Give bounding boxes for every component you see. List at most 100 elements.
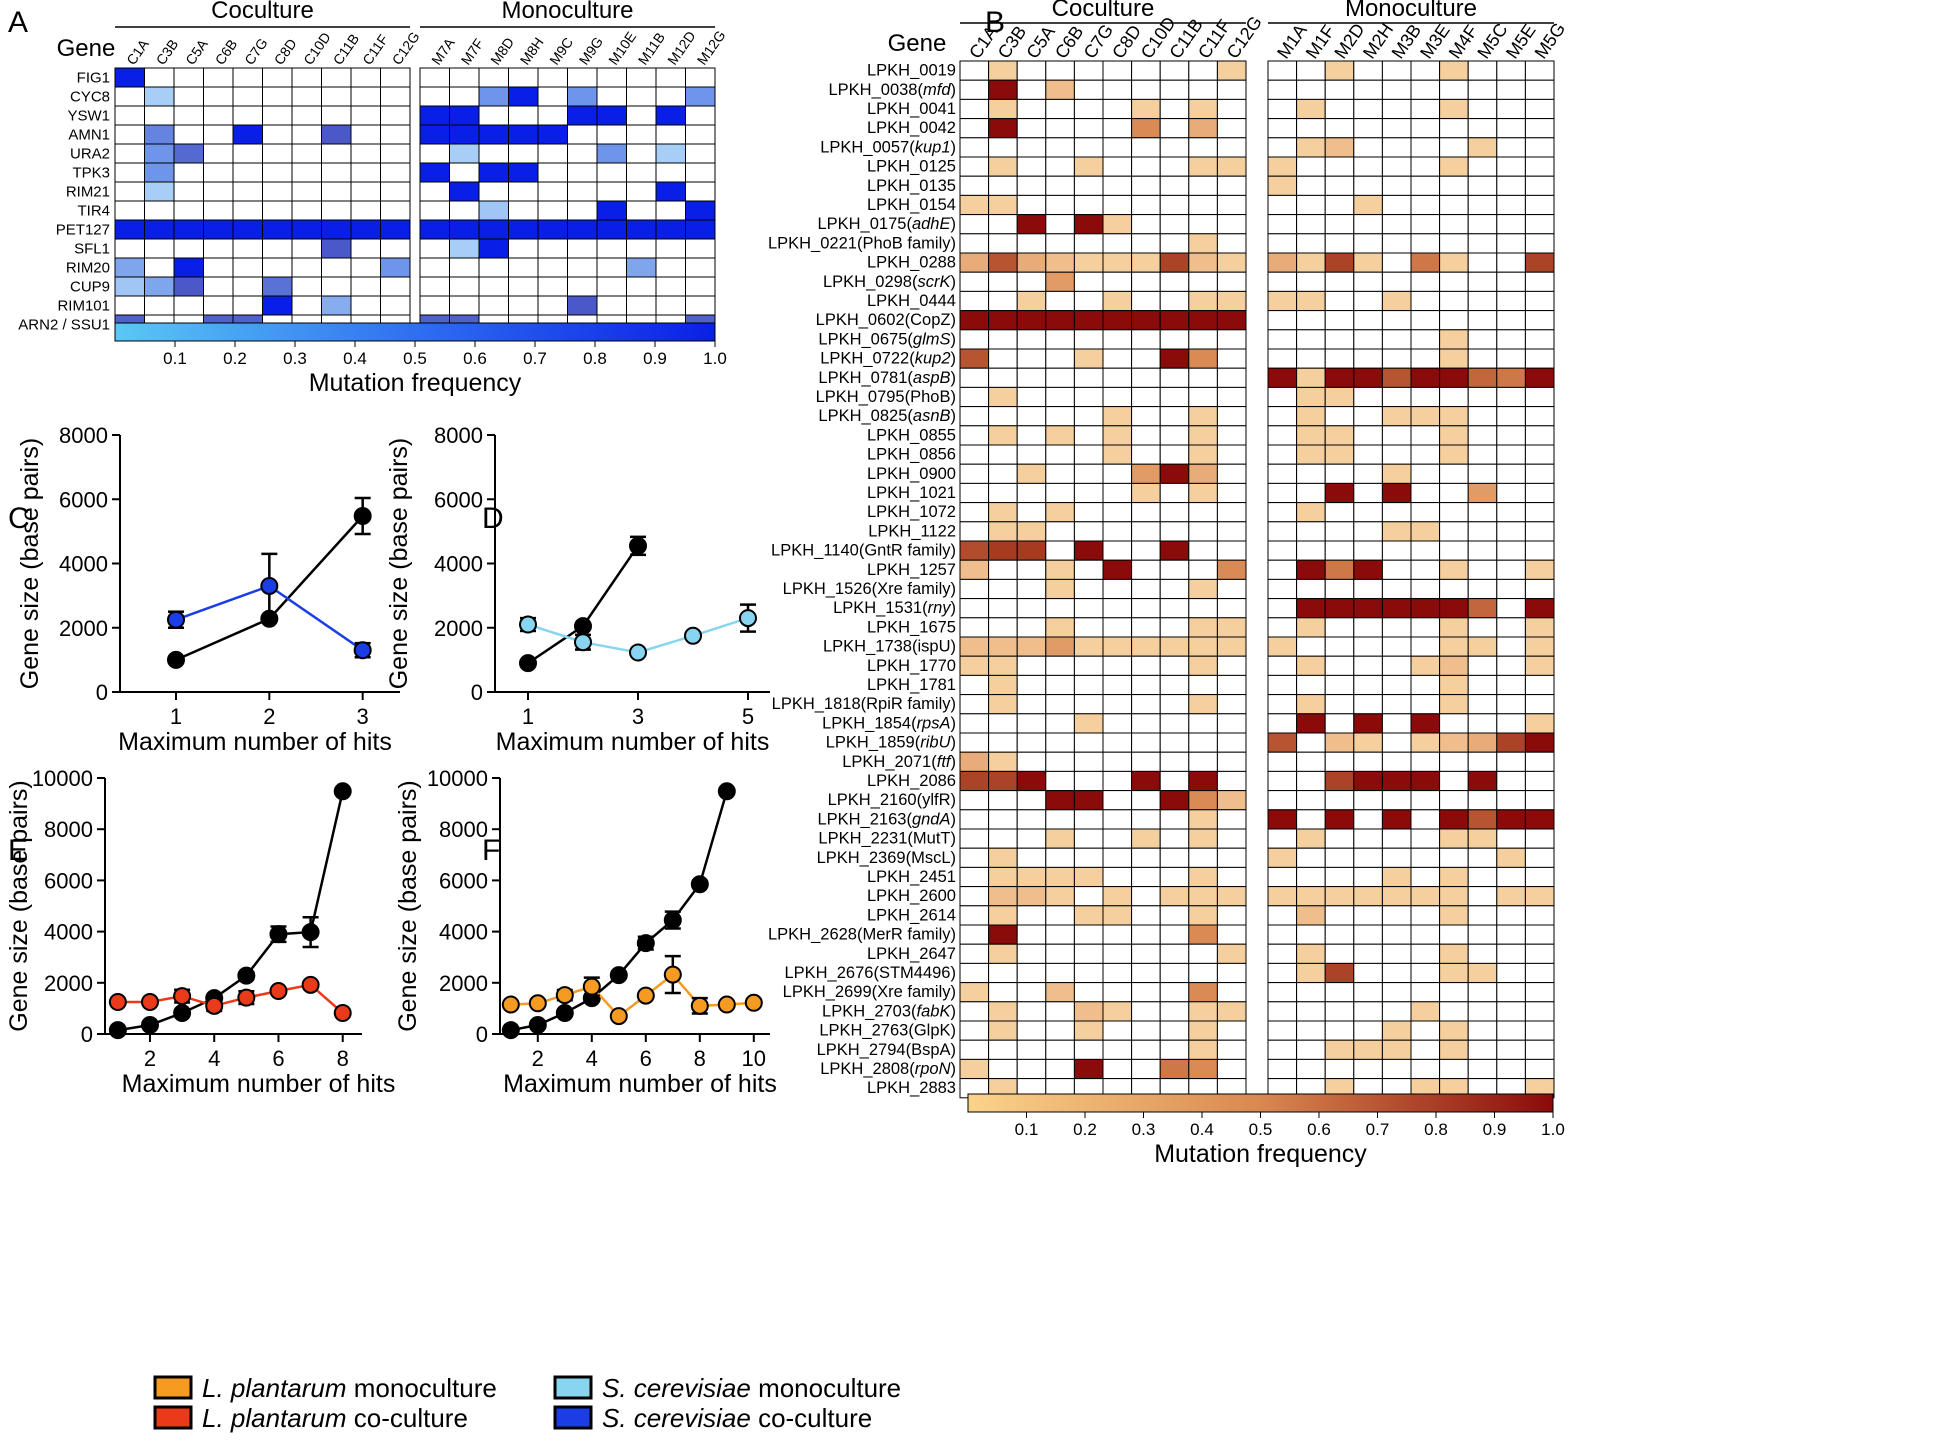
heatmap-cell bbox=[1410, 252, 1441, 273]
heatmap-cell bbox=[1102, 905, 1133, 926]
heatmap-cell bbox=[1324, 924, 1355, 945]
x-tick-label: 2 bbox=[532, 1046, 544, 1071]
heatmap-cell bbox=[173, 181, 204, 202]
heatmap-cell bbox=[1296, 559, 1326, 580]
legend-swatch-lp-mono bbox=[153, 1375, 193, 1400]
heatmap-cell bbox=[1324, 636, 1355, 657]
heatmap-cell bbox=[1159, 828, 1190, 849]
heatmap-cell bbox=[1045, 156, 1075, 177]
heatmap-cell bbox=[232, 200, 263, 221]
data-point bbox=[260, 576, 279, 595]
heatmap-cell bbox=[1216, 578, 1247, 600]
heatmap-cell bbox=[449, 105, 480, 126]
heatmap-cell bbox=[1296, 713, 1326, 734]
heatmap-cell bbox=[262, 67, 293, 88]
heatmap-cell bbox=[1188, 290, 1218, 312]
heatmap-cell bbox=[1045, 962, 1075, 984]
heatmap-cell bbox=[1439, 175, 1469, 196]
heatmap-cell bbox=[1324, 790, 1355, 811]
heatmap-cell bbox=[1467, 214, 1498, 235]
heatmap-cell bbox=[1016, 674, 1047, 696]
heatmap-cell bbox=[1216, 770, 1247, 792]
heatmap-cell bbox=[959, 732, 990, 753]
heatmap-cell bbox=[1188, 406, 1218, 427]
heatmap-cell bbox=[1381, 194, 1412, 216]
heatmap-cell bbox=[1216, 60, 1247, 81]
heatmap-cell bbox=[1524, 98, 1555, 120]
heatmap-cell bbox=[1439, 617, 1469, 638]
heatmap-cell bbox=[959, 809, 990, 830]
heatmap-cell bbox=[1296, 98, 1326, 120]
heatmap-cell bbox=[1410, 866, 1441, 888]
heatmap-cell bbox=[449, 181, 480, 202]
heatmap-cell bbox=[1353, 271, 1383, 292]
heatmap-cell bbox=[988, 502, 1018, 523]
heatmap-cell bbox=[173, 200, 204, 221]
heatmap-cell bbox=[1045, 886, 1075, 907]
heatmap-cell bbox=[1131, 521, 1161, 542]
row-label: LPKH_0444 bbox=[867, 292, 956, 310]
heatmap-cell bbox=[291, 238, 322, 259]
heatmap-cell bbox=[1381, 425, 1412, 446]
heatmap-cell bbox=[1496, 578, 1526, 600]
heatmap-cell bbox=[1410, 463, 1441, 484]
heatmap-cell bbox=[1159, 1039, 1190, 1060]
heatmap-cell bbox=[655, 143, 686, 164]
heatmap-cell bbox=[1267, 636, 1298, 657]
heatmap-cell bbox=[1016, 943, 1047, 964]
heatmap-cell bbox=[1296, 1058, 1326, 1080]
heatmap-cell bbox=[1188, 348, 1218, 369]
heatmap-cell bbox=[1045, 406, 1075, 427]
heatmap-cell bbox=[508, 86, 539, 107]
heatmap-cell bbox=[1324, 521, 1355, 542]
heatmap-cell bbox=[1131, 175, 1161, 196]
heatmap-cell bbox=[1496, 1058, 1526, 1080]
heatmap-cell bbox=[1410, 60, 1441, 81]
heatmap-cell bbox=[1496, 310, 1526, 331]
heatmap-cell bbox=[1216, 348, 1247, 369]
heatmap-cell bbox=[1381, 962, 1412, 984]
heatmap-cell bbox=[1439, 578, 1469, 600]
heatmap-cell bbox=[1159, 175, 1190, 196]
heatmap-cell bbox=[988, 598, 1018, 619]
heatmap-cell bbox=[1045, 770, 1075, 792]
heatmap-cell bbox=[1296, 425, 1326, 446]
heatmap-cell bbox=[1188, 463, 1218, 484]
heatmap-cell bbox=[1296, 463, 1326, 484]
heatmap-cell bbox=[1524, 962, 1555, 984]
heatmap-cell bbox=[1102, 329, 1133, 350]
heatmap-cell bbox=[1353, 905, 1383, 926]
heatmap-cell bbox=[1188, 482, 1218, 504]
row-label: LPKH_1140(GntR family) bbox=[771, 542, 956, 560]
heatmap-cell bbox=[1381, 233, 1412, 254]
row-label: LPKH_2808(rpoN) bbox=[820, 1060, 956, 1078]
heatmap-cell bbox=[1267, 1020, 1298, 1041]
heatmap-cell bbox=[1410, 1020, 1441, 1041]
heatmap-cell bbox=[1045, 866, 1075, 888]
x-tick-label: 10 bbox=[742, 1046, 766, 1071]
row-label: LPKH_0675(glmS) bbox=[818, 330, 956, 348]
heatmap-cell bbox=[1131, 482, 1161, 504]
heatmap-cell bbox=[1073, 60, 1104, 81]
heatmap-cell bbox=[1159, 271, 1190, 292]
heatmap-cell bbox=[988, 1020, 1018, 1041]
heatmap-cell bbox=[1102, 271, 1133, 292]
heatmap-cell bbox=[1016, 406, 1047, 427]
heatmap-cell bbox=[1102, 847, 1133, 868]
heatmap-cell bbox=[1159, 809, 1190, 830]
data-point bbox=[301, 975, 320, 994]
heatmap-cell bbox=[1324, 367, 1355, 388]
heatmap-cell bbox=[1496, 751, 1526, 772]
heatmap-cell bbox=[1073, 463, 1104, 484]
heatmap-cell bbox=[1381, 386, 1412, 408]
heatmap-cell bbox=[959, 578, 990, 600]
heatmap-cell bbox=[232, 276, 263, 297]
heatmap-cell bbox=[1188, 367, 1218, 388]
heatmap-cell bbox=[1102, 156, 1133, 177]
heatmap-cell bbox=[1045, 98, 1075, 120]
heatmap-cell bbox=[1102, 617, 1133, 638]
heatmap-cell bbox=[1267, 175, 1298, 196]
heatmap-cell bbox=[1131, 406, 1161, 427]
heatmap-cell bbox=[685, 238, 716, 259]
heatmap-cell bbox=[1073, 559, 1104, 580]
